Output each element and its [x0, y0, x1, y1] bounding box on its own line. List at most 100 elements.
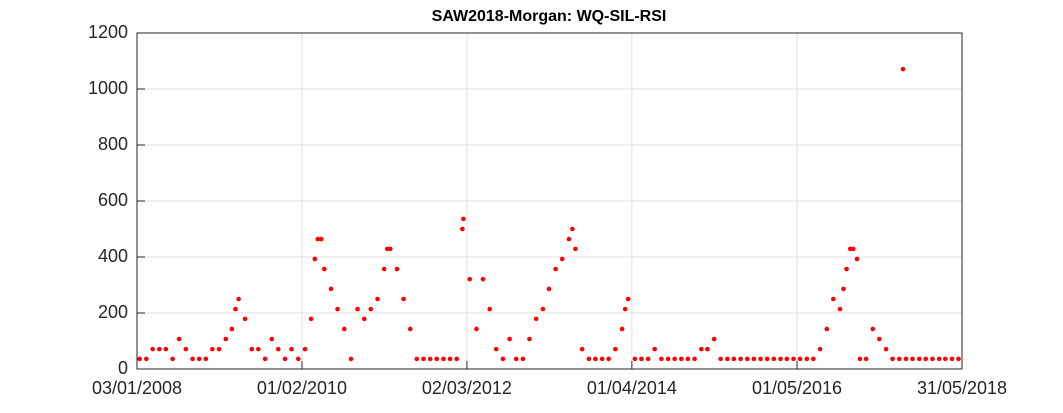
point: [242, 316, 248, 322]
point: [923, 356, 929, 362]
point: [685, 356, 691, 362]
x-tick-label: 03/01/2008: [92, 378, 182, 398]
point: [348, 356, 354, 362]
point: [447, 356, 453, 362]
point: [150, 346, 155, 352]
point: [731, 356, 737, 362]
point: [841, 286, 846, 292]
point: [817, 346, 823, 352]
point: [553, 266, 558, 272]
point: [784, 356, 790, 362]
point: [883, 346, 889, 352]
y-tick-label: 0: [118, 358, 128, 378]
point: [692, 356, 697, 362]
point: [381, 266, 387, 272]
point: [520, 356, 526, 362]
point: [474, 326, 479, 332]
point: [236, 296, 241, 302]
point: [573, 246, 578, 252]
point: [930, 356, 935, 362]
point: [619, 326, 625, 332]
point: [579, 346, 585, 352]
point: [837, 306, 843, 312]
point: [791, 356, 796, 362]
point: [480, 276, 486, 282]
point: [863, 356, 869, 362]
point: [335, 306, 340, 312]
point: [699, 346, 704, 352]
point: [407, 326, 413, 332]
point: [745, 356, 750, 362]
point: [308, 316, 314, 322]
point: [546, 286, 552, 292]
point: [586, 356, 592, 362]
point: [625, 296, 631, 302]
point: [414, 356, 420, 362]
point: [210, 346, 215, 352]
x-tick-label: 31/05/2018: [917, 378, 1007, 398]
point: [282, 356, 288, 362]
point: [183, 346, 189, 352]
point: [322, 266, 327, 272]
point: [507, 336, 512, 342]
point: [811, 356, 816, 362]
point: [949, 356, 955, 362]
point: [540, 306, 546, 312]
point: [454, 356, 460, 362]
point: [570, 226, 575, 232]
point: [956, 356, 961, 362]
point: [896, 356, 902, 362]
point: [249, 346, 255, 352]
point: [467, 276, 473, 282]
point: [613, 346, 618, 352]
point: [262, 356, 268, 362]
point: [312, 256, 318, 262]
point: [645, 356, 651, 362]
point: [778, 356, 783, 362]
point: [157, 346, 162, 352]
point: [725, 356, 730, 362]
point: [758, 356, 763, 362]
point: [559, 256, 565, 262]
point: [672, 356, 677, 362]
point: [302, 346, 308, 352]
point: [830, 296, 836, 302]
chart-title: SAW2018-Morgan: WQ-SIL-RSI: [432, 8, 667, 25]
x-tick-label: 01/02/2010: [257, 378, 347, 398]
point: [144, 356, 149, 362]
point: [513, 356, 519, 362]
y-tick-label: 800: [98, 134, 128, 154]
point: [387, 246, 393, 252]
point: [533, 316, 539, 322]
point: [295, 356, 301, 362]
point: [375, 296, 380, 302]
point: [824, 326, 830, 332]
point: [916, 356, 922, 362]
point: [461, 216, 466, 222]
point: [903, 356, 909, 362]
point: [233, 306, 238, 312]
point: [665, 356, 671, 362]
point: [421, 356, 426, 362]
point: [738, 356, 743, 362]
point: [679, 356, 684, 362]
point: [797, 356, 803, 362]
point: [942, 356, 948, 362]
point: [844, 266, 849, 272]
x-tick-label: 02/03/2012: [422, 378, 512, 398]
point: [256, 346, 261, 352]
points: [137, 66, 961, 362]
point: [910, 356, 915, 362]
point: [361, 316, 367, 322]
y-tick-label: 1000: [88, 78, 128, 98]
point: [751, 356, 757, 362]
point: [170, 356, 175, 362]
point: [870, 326, 876, 332]
point: [355, 306, 360, 312]
point: [711, 336, 717, 342]
point: [487, 306, 493, 312]
point: [936, 356, 942, 362]
point: [223, 336, 229, 342]
point: [163, 346, 169, 352]
point: [854, 256, 860, 262]
